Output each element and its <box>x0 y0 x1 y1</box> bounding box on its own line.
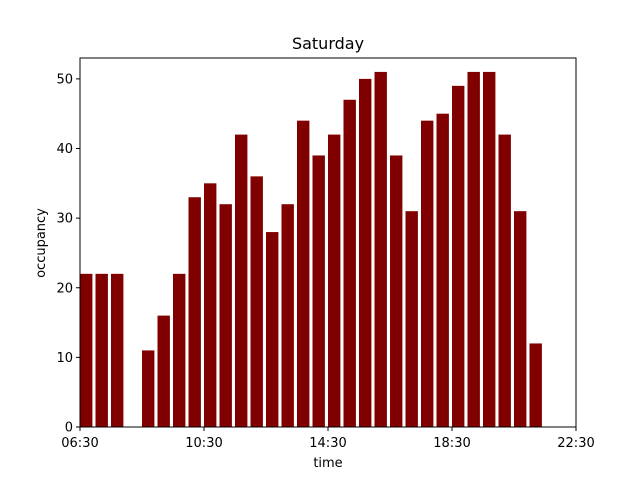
bar-0830 <box>142 350 155 427</box>
x-tick-label: 22:30 <box>557 436 594 451</box>
bar-2030 <box>514 211 527 427</box>
bar-1500 <box>343 99 356 428</box>
bar-1100 <box>219 204 232 427</box>
y-tick-label: 50 <box>56 72 73 87</box>
x-tick-label: 18:30 <box>433 436 470 451</box>
bar-series <box>80 71 542 428</box>
plot-area-frame <box>79 57 577 428</box>
bar-1900 <box>467 71 480 428</box>
bar-2000 <box>498 134 511 427</box>
bar-1600 <box>374 71 387 428</box>
bar-1700 <box>405 211 418 427</box>
bar-1130 <box>235 134 248 427</box>
y-axis-label: occupancy <box>34 208 49 278</box>
bar-1230 <box>266 232 279 427</box>
chart-title: Saturday <box>292 34 364 53</box>
y-tick-label: 20 <box>56 281 73 296</box>
bar-0630 <box>80 273 93 427</box>
bar-1730 <box>421 120 434 427</box>
bar-1930 <box>483 71 496 428</box>
bar-1330 <box>297 120 310 427</box>
bar-1530 <box>359 78 372 427</box>
y-tick-label: 10 <box>56 351 73 366</box>
bar-1000 <box>188 197 201 427</box>
x-axis-ticks: 06:30 10:30 14:30 18:30 22:30 <box>61 427 595 451</box>
bar-0930 <box>173 273 186 427</box>
y-tick-label: 30 <box>56 212 73 227</box>
bar-0730 <box>111 273 124 427</box>
bar-1430 <box>328 134 341 427</box>
y-tick-label: 40 <box>56 142 73 157</box>
bar-1630 <box>390 155 403 427</box>
bar-2100 <box>529 343 542 427</box>
bar-1800 <box>436 113 449 427</box>
bar-1030 <box>204 183 217 427</box>
x-tick-label: 14:30 <box>309 436 346 451</box>
x-tick-label: 06:30 <box>61 436 98 451</box>
x-axis-label: time <box>313 456 342 471</box>
bar-1200 <box>250 176 263 427</box>
x-tick-label: 10:30 <box>185 436 222 451</box>
bar-1830 <box>452 85 465 427</box>
y-tick-label: 0 <box>65 421 73 436</box>
bar-0700 <box>95 273 108 427</box>
y-axis-ticks: 0 10 20 30 40 50 <box>56 72 80 436</box>
bar-1300 <box>281 204 294 427</box>
bar-0900 <box>157 315 170 427</box>
bar-1400 <box>312 155 325 427</box>
